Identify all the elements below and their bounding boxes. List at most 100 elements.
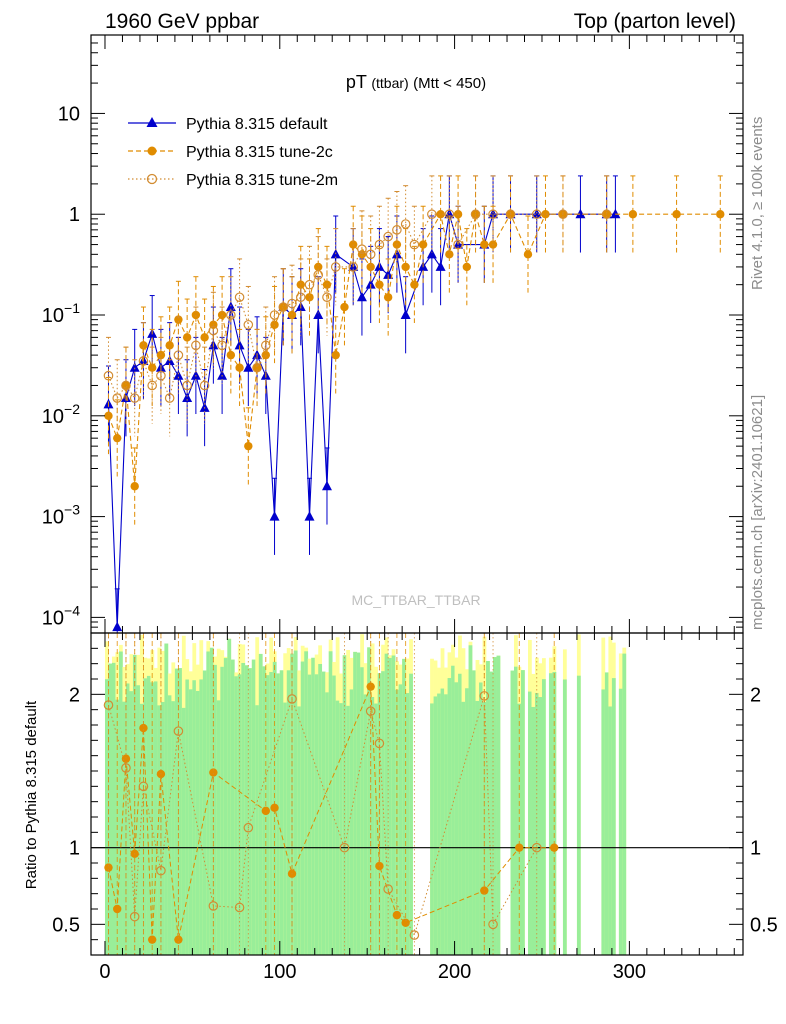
data-point bbox=[356, 291, 367, 302]
plot-title-main: pT bbox=[346, 72, 367, 92]
mcplots-label: mcplots.cern.ch [arXiv:2401.10621] bbox=[749, 395, 766, 630]
band-green-bin bbox=[444, 694, 448, 955]
data-point bbox=[190, 370, 201, 380]
ratio-data-point bbox=[243, 822, 254, 833]
band-green-bin bbox=[409, 673, 413, 955]
band-green-bin bbox=[206, 651, 211, 955]
ratio-data-point bbox=[139, 723, 148, 733]
band-green-bin bbox=[374, 703, 378, 955]
band-green-bin bbox=[251, 659, 256, 955]
band-green-bin bbox=[314, 674, 319, 955]
band-green-bin bbox=[384, 653, 389, 955]
ratio-data-point bbox=[121, 754, 131, 763]
ratio-xtick-label: 200 bbox=[438, 961, 471, 983]
data-point bbox=[505, 209, 516, 220]
band-green-bin bbox=[437, 693, 441, 955]
band-green-bin bbox=[199, 679, 204, 955]
band-green-bin bbox=[611, 678, 616, 955]
band-green-bin bbox=[381, 671, 385, 955]
data-point bbox=[287, 310, 297, 320]
band-green-bin bbox=[293, 650, 298, 955]
legend-label-default: Pythia 8.315 default bbox=[186, 116, 328, 133]
data-point bbox=[252, 362, 262, 373]
band-green-bin bbox=[475, 700, 480, 955]
data-point bbox=[400, 219, 411, 229]
band-green-bin bbox=[136, 685, 141, 955]
band-green-bin bbox=[395, 689, 399, 955]
data-point bbox=[314, 262, 323, 272]
data-point bbox=[409, 239, 420, 250]
band-green-bin bbox=[339, 703, 344, 955]
band-green-bin bbox=[181, 707, 186, 955]
ratio-data-point bbox=[488, 919, 498, 930]
main-series bbox=[103, 175, 725, 633]
band-green-bin bbox=[220, 666, 225, 955]
band-green-bin bbox=[195, 690, 200, 955]
data-point bbox=[531, 208, 542, 219]
band-green-bin bbox=[493, 657, 497, 955]
data-point bbox=[374, 239, 385, 250]
data-point bbox=[164, 393, 175, 403]
data-point bbox=[304, 279, 315, 290]
ratio-data-point bbox=[147, 935, 157, 944]
data-point bbox=[601, 209, 612, 220]
ratio-ytick-label: 0.5 bbox=[52, 914, 80, 936]
data-point bbox=[444, 209, 455, 220]
ytick-exp: −1 bbox=[64, 300, 80, 316]
band-green-bin bbox=[454, 682, 459, 955]
band-green-bin bbox=[531, 706, 536, 955]
band-green-bin bbox=[174, 668, 179, 955]
ytick-base: 10 bbox=[42, 607, 64, 629]
band-green-bin bbox=[255, 705, 260, 955]
ratio-data-point bbox=[113, 904, 122, 914]
band-green-bin bbox=[321, 671, 326, 955]
band-green-bin bbox=[167, 695, 172, 955]
data-point bbox=[348, 262, 358, 272]
data-point bbox=[383, 269, 394, 279]
band-green-bin bbox=[318, 664, 323, 955]
ratio-data-point bbox=[173, 726, 184, 736]
ytick-base: 1 bbox=[69, 204, 80, 226]
ratio-data-point bbox=[270, 803, 279, 812]
data-point bbox=[129, 362, 140, 372]
main-ytick-label: 10−1 bbox=[42, 300, 80, 327]
ratio-data-point bbox=[365, 706, 376, 716]
data-point bbox=[243, 362, 254, 372]
band-green-bin bbox=[234, 676, 239, 955]
data-point bbox=[129, 393, 140, 403]
band-green-bin bbox=[192, 680, 197, 955]
ratio-data-point bbox=[401, 918, 410, 927]
ratio-data-point bbox=[103, 700, 114, 710]
data-point bbox=[217, 340, 227, 351]
ratio-data-point bbox=[366, 682, 375, 691]
data-point bbox=[103, 370, 114, 381]
data-point bbox=[226, 310, 236, 320]
band-green-bin bbox=[227, 638, 232, 955]
band-green-bin bbox=[276, 673, 281, 955]
ratio-data-point bbox=[156, 865, 166, 876]
data-point bbox=[401, 262, 410, 272]
band-green-bin bbox=[311, 657, 316, 955]
band-green-bin bbox=[328, 651, 333, 955]
ytick-base: 10 bbox=[42, 507, 64, 529]
band-green-bin bbox=[125, 683, 130, 955]
ratio-data-point bbox=[261, 806, 270, 816]
ratio-series bbox=[91, 633, 743, 955]
data-point bbox=[191, 310, 201, 320]
ratio-xtick-label: 300 bbox=[613, 961, 646, 983]
band-green-bin bbox=[402, 658, 406, 955]
legend-marker-default bbox=[146, 117, 158, 127]
ratio-ylabel: Ratio to Pythia 8.315 default bbox=[23, 700, 40, 889]
band-green-bin bbox=[391, 655, 396, 955]
series-line bbox=[107, 212, 721, 487]
ytick-base: 10 bbox=[58, 103, 80, 125]
ratio-series-line bbox=[108, 695, 538, 937]
band-green-bin bbox=[479, 682, 483, 955]
data-point bbox=[296, 280, 305, 289]
ytick-base: 10 bbox=[42, 305, 64, 327]
data-point bbox=[366, 262, 375, 272]
band-green-bin bbox=[283, 702, 288, 955]
band-green-bin bbox=[111, 662, 116, 955]
watermark: MC_TTBAR_TTBAR bbox=[351, 592, 480, 608]
